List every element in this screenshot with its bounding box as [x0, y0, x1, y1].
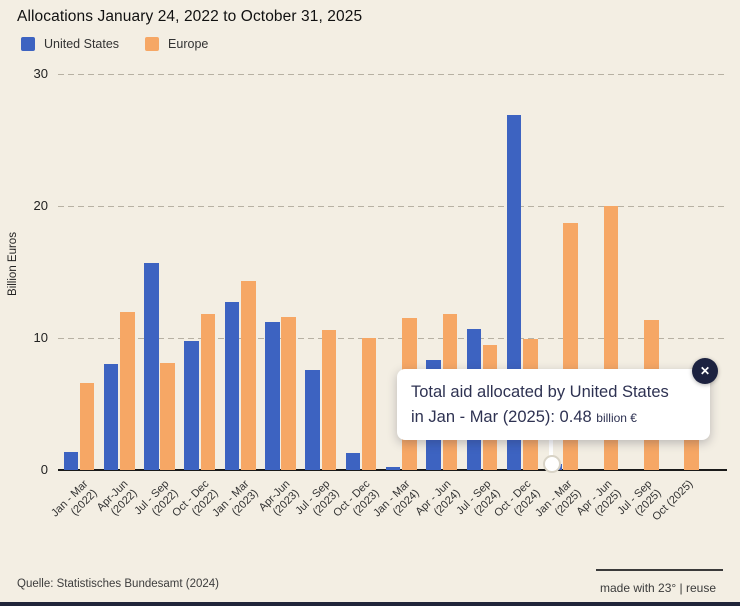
- bar-europe-7[interactable]: [361, 338, 377, 470]
- bar-europe-4[interactable]: [241, 281, 256, 470]
- bar-europe-5[interactable]: [281, 316, 296, 470]
- legend-label-united-states: United States: [44, 37, 120, 51]
- source-note: Quelle: Statistisches Bundesamt (2024): [17, 578, 219, 590]
- gridline-20: [58, 206, 727, 207]
- y-tick-label-0: 0: [40, 462, 48, 477]
- bar-united-states-3[interactable]: [184, 340, 199, 470]
- bottom-brand-strip: [0, 602, 740, 606]
- bar-europe-3[interactable]: [200, 314, 216, 470]
- tooltip-unit: billion €: [596, 411, 637, 425]
- close-icon: ✕: [699, 364, 711, 378]
- footer-divider: [596, 569, 723, 571]
- bar-europe-6[interactable]: [321, 330, 337, 470]
- legend-item-europe[interactable]: Europe: [145, 37, 208, 51]
- bar-united-states-6[interactable]: [305, 369, 320, 470]
- y-tick-label-20: 20: [33, 198, 48, 213]
- legend-swatch-united-states: [21, 37, 35, 51]
- bar-united-states-0[interactable]: [63, 451, 79, 470]
- credit-link[interactable]: made with 23° | reuse: [600, 581, 716, 595]
- legend-swatch-europe: [145, 37, 160, 51]
- bar-europe-1[interactable]: [120, 311, 135, 470]
- y-tick-label-10: 10: [33, 330, 48, 345]
- legend-item-united-states[interactable]: United States: [21, 37, 119, 51]
- bar-europe-2[interactable]: [160, 363, 175, 470]
- legend-label-europe: Europe: [168, 37, 209, 51]
- y-axis-title: Billion Euros: [7, 232, 19, 296]
- tooltip-value: in Jan - Mar (2025): 0.48: [411, 408, 592, 426]
- bar-united-states-7[interactable]: [345, 452, 361, 470]
- bar-united-states-8[interactable]: [385, 467, 401, 470]
- bar-europe-0[interactable]: [79, 382, 95, 470]
- tooltip-anchor-marker: [543, 455, 561, 473]
- tooltip-close-button[interactable]: ✕: [692, 358, 718, 384]
- chart-title: Allocations January 24, 2022 to October …: [17, 8, 363, 25]
- tooltip-text-line1: Total aid allocated by United States: [411, 383, 669, 401]
- gridline-10: [58, 338, 727, 339]
- gridline-30: [58, 74, 727, 75]
- tooltip: Total aid allocated by United States in …: [397, 369, 710, 440]
- tooltip-connector: [549, 437, 553, 459]
- bar-united-states-2[interactable]: [144, 262, 159, 470]
- legend: United States Europe: [21, 37, 208, 51]
- bar-united-states-4[interactable]: [224, 302, 240, 470]
- bar-united-states-5[interactable]: [265, 322, 280, 470]
- tooltip-text-line2: in Jan - Mar (2025): 0.48 billion €: [411, 405, 710, 431]
- bar-united-states-1[interactable]: [103, 364, 119, 470]
- y-tick-label-30: 30: [33, 66, 48, 81]
